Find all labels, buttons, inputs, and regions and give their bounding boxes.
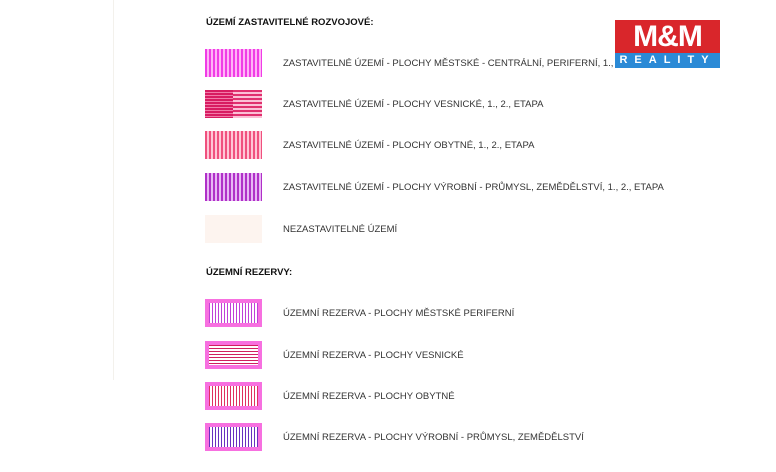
divider (113, 0, 114, 380)
legend-label: ÚZEMNÍ REZERVA - PLOCHY OBYTNÉ (283, 390, 455, 402)
legend-label: ZASTAVITELNÉ ÚZEMÍ - PLOCHY OBYTNÉ, 1., … (283, 139, 535, 151)
legend-swatch (205, 341, 262, 369)
legend-swatch (205, 90, 262, 118)
legend-swatch (205, 423, 262, 451)
legend-label: ÚZEMNÍ REZERVA - PLOCHY VÝROBNÍ - PRŮMYS… (283, 431, 584, 443)
legend-item: ZASTAVITELNÉ ÚZEMÍ - PLOCHY OBYTNÉ, 1., … (205, 130, 534, 160)
logo-mark: M&M (615, 20, 720, 53)
section-heading-development: ÚZEMÍ ZASTAVITELNÉ ROZVOJOVÉ: (206, 17, 374, 28)
legend-item: ZASTAVITELNÉ ÚZEMÍ - PLOCHY VÝROBNÍ - PR… (205, 172, 664, 202)
legend-item: ZASTAVITELNÉ ÚZEMÍ - PLOCHY VESNICKÉ, 1.… (205, 89, 543, 119)
logo-wordmark: REALITY (615, 53, 720, 68)
section-heading-reserves: ÚZEMNÍ REZERVY: (206, 267, 293, 278)
legend-item: ZASTAVITELNÉ ÚZEMÍ - PLOCHY MĚSTSKÉ - CE… (205, 48, 659, 78)
legend-item: ÚZEMNÍ REZERVA - PLOCHY VÝROBNÍ - PRŮMYS… (205, 422, 584, 452)
legend-swatch (205, 131, 262, 159)
legend-label: ZASTAVITELNÉ ÚZEMÍ - PLOCHY VÝROBNÍ - PR… (283, 181, 664, 193)
legend-item: ÚZEMNÍ REZERVA - PLOCHY MĚSTSKÉ PERIFERN… (205, 298, 514, 328)
legend-swatch (205, 173, 262, 201)
legend-label: ZASTAVITELNÉ ÚZEMÍ - PLOCHY VESNICKÉ, 1.… (283, 98, 544, 110)
legend-label: ÚZEMNÍ REZERVA - PLOCHY VESNICKÉ (283, 349, 464, 361)
legend-item: ÚZEMNÍ REZERVA - PLOCHY VESNICKÉ (205, 340, 464, 370)
legend-label: NEZASTAVITELNÉ ÚZEMÍ (283, 223, 398, 235)
legend-item: NEZASTAVITELNÉ ÚZEMÍ (205, 214, 397, 244)
legend-swatch (205, 215, 262, 243)
legend-label: ZASTAVITELNÉ ÚZEMÍ - PLOCHY MĚSTSKÉ - CE… (283, 57, 660, 69)
mm-reality-logo: M&M REALITY (615, 20, 720, 68)
legend-swatch (205, 382, 262, 410)
legend-label: ÚZEMNÍ REZERVA - PLOCHY MĚSTSKÉ PERIFERN… (283, 307, 515, 319)
legend-swatch (205, 49, 262, 77)
legend-item: ÚZEMNÍ REZERVA - PLOCHY OBYTNÉ (205, 381, 455, 411)
legend-swatch (205, 299, 262, 327)
